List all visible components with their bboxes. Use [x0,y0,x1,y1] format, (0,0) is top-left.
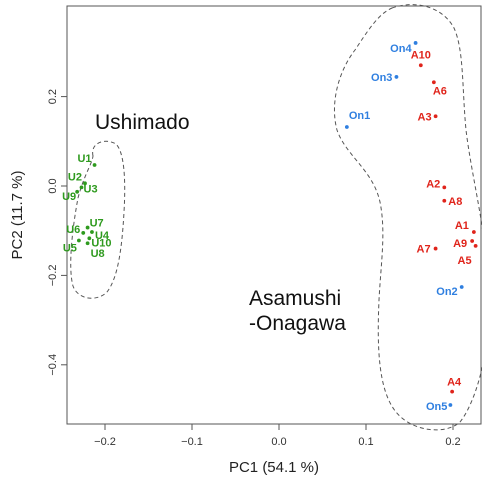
x-tick-label: −0.2 [94,436,116,448]
point-on1 [344,125,349,129]
point-label-on4: On4 [390,43,412,55]
y-tick-label: −0.4 [47,354,59,376]
point-label-u6: U6 [66,224,80,236]
point-label-on1: On1 [349,110,370,122]
point-a8 [442,198,447,203]
point-u8 [85,241,90,246]
x-axis: −0.2 −0.1 0.0 0.1 0.2 [94,424,461,448]
point-a1 [471,230,476,234]
x-axis-title: PC1 (54.1 %) [229,459,319,476]
point-label-u7: U7 [90,218,104,230]
point-a6 [431,80,436,85]
point-u3 [79,185,84,190]
x-tick-label: −0.1 [181,436,203,448]
point-label-on3: On3 [371,72,392,84]
point-label-a7: A7 [417,244,431,256]
point-label-a9: A9 [453,238,467,250]
point-u5 [77,238,81,243]
point-on5 [448,403,453,407]
point-a2 [442,185,447,190]
ushimado-cluster-outline [70,140,126,299]
point-label-u5: U5 [63,243,77,255]
point-u6 [81,231,86,235]
point-label-u8: U8 [91,248,105,260]
asamushi-group-label-line1: Asamushi [249,287,341,310]
asamushi-onagawa-cluster-outline [334,4,482,431]
plot-frame [66,5,482,425]
asamushi-group-label-line2: -Onagawa [249,312,346,335]
point-label-a6: A6 [433,85,447,97]
point-label-a4: A4 [447,377,462,389]
point-label-u9: U9 [62,191,76,203]
point-a9 [470,239,475,243]
point-u7 [85,225,90,230]
point-label-on2: On2 [436,286,457,298]
point-on2 [459,285,464,289]
point-label-a1: A1 [455,220,469,232]
ushimado-group-label: Ushimado [95,111,190,134]
point-label-a3: A3 [418,111,432,123]
point-a10 [418,63,423,68]
point-label-a5: A5 [458,255,472,267]
point-a4 [450,389,455,394]
point-u4 [90,230,94,234]
point-label-a10: A10 [411,49,431,61]
point-label-u2: U2 [68,171,82,183]
y-axis-title: PC2 (11.7 %) [9,171,26,260]
point-u1 [92,163,97,167]
y-tick-label: 0.2 [47,89,59,104]
point-u9 [75,189,80,194]
x-tick-label: 0.2 [445,436,460,448]
x-tick-label: 0.0 [271,436,286,448]
y-axis: 0.2 0.0 −0.2 −0.4 [47,89,67,376]
point-label-on5: On5 [426,401,447,413]
point-label-a2: A2 [426,178,440,190]
point-a3 [433,114,438,119]
point-u2 [83,181,87,186]
point-label-u1: U1 [77,153,91,165]
y-tick-label: −0.2 [47,265,59,287]
point-u10 [87,236,92,241]
y-tick-label: 0.0 [47,178,59,193]
point-on4 [413,41,418,45]
point-label-u10: U10 [91,237,111,249]
point-on3 [394,75,399,79]
point-label-a8: A8 [448,196,462,208]
point-label-u3: U3 [84,183,98,195]
point-label-u4: U4 [95,230,110,242]
x-tick-label: 0.1 [358,436,373,448]
point-a5 [473,243,478,248]
point-a7 [433,246,438,251]
